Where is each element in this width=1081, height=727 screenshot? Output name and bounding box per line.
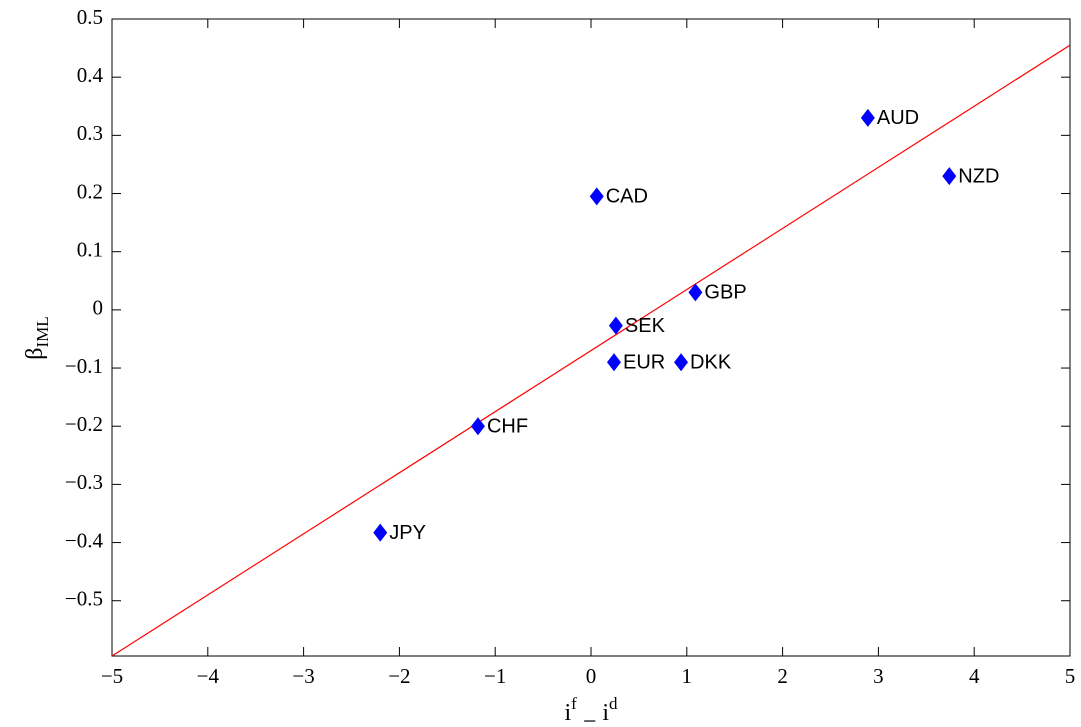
point-label: AUD (877, 107, 919, 129)
y-tick-label: −0.1 (65, 354, 103, 378)
x-axis-label-part: i (602, 700, 609, 726)
point-label: DKK (690, 352, 732, 374)
y-tick-label: −0.4 (65, 528, 104, 552)
marker (606, 353, 621, 372)
x-tick-label: −1 (484, 664, 506, 688)
point-label: GBP (704, 282, 746, 304)
plot-frame (111, 18, 1071, 657)
x-axis-label: if − id (564, 694, 618, 727)
y-axis-label: βIML (22, 316, 52, 359)
x-tick-label: 2 (777, 664, 788, 688)
x-axis-label-part: d (609, 694, 618, 713)
marker (608, 316, 623, 335)
marker (674, 353, 689, 372)
x-tick-label: −4 (197, 664, 220, 688)
x-axis-label-part: i (564, 700, 571, 726)
marker (373, 523, 388, 542)
x-tick-label: −3 (292, 664, 314, 688)
x-tick-label: 3 (873, 664, 884, 688)
marker (589, 187, 604, 206)
y-tick-label: 0 (93, 296, 104, 320)
point-label: CHF (487, 415, 528, 437)
x-tick-label: 1 (682, 664, 693, 688)
y-tick-label: 0.5 (77, 5, 103, 29)
x-axis-label-part: − (577, 709, 603, 727)
x-tick-label: 0 (586, 664, 597, 688)
y-tick-label: 0.1 (77, 238, 103, 262)
y-tick-label: −0.5 (65, 587, 103, 611)
x-axis-label-part: f (571, 694, 577, 713)
marker (688, 283, 703, 302)
point-label: EUR (623, 352, 665, 374)
marker (470, 417, 485, 436)
x-tick-label: 4 (969, 664, 980, 688)
x-tick-label: −5 (101, 664, 123, 688)
marker (942, 167, 957, 186)
x-tick-label: 5 (1065, 664, 1076, 688)
y-tick-label: −0.3 (65, 470, 103, 494)
y-axis-label-part: IML (33, 316, 52, 347)
y-tick-label: −0.2 (65, 412, 103, 436)
point-label: SEK (625, 315, 666, 337)
point-label: NZD (958, 165, 999, 187)
fit-line (112, 44, 1070, 656)
point-label: JPY (389, 522, 426, 544)
y-tick-label: 0.4 (77, 63, 104, 87)
marker (860, 108, 875, 127)
y-axis-label-part: β (22, 347, 48, 359)
y-tick-label: 0.2 (77, 179, 103, 203)
y-tick-label: 0.3 (77, 121, 103, 145)
x-tick-label: −2 (388, 664, 410, 688)
point-label: CAD (606, 186, 648, 208)
